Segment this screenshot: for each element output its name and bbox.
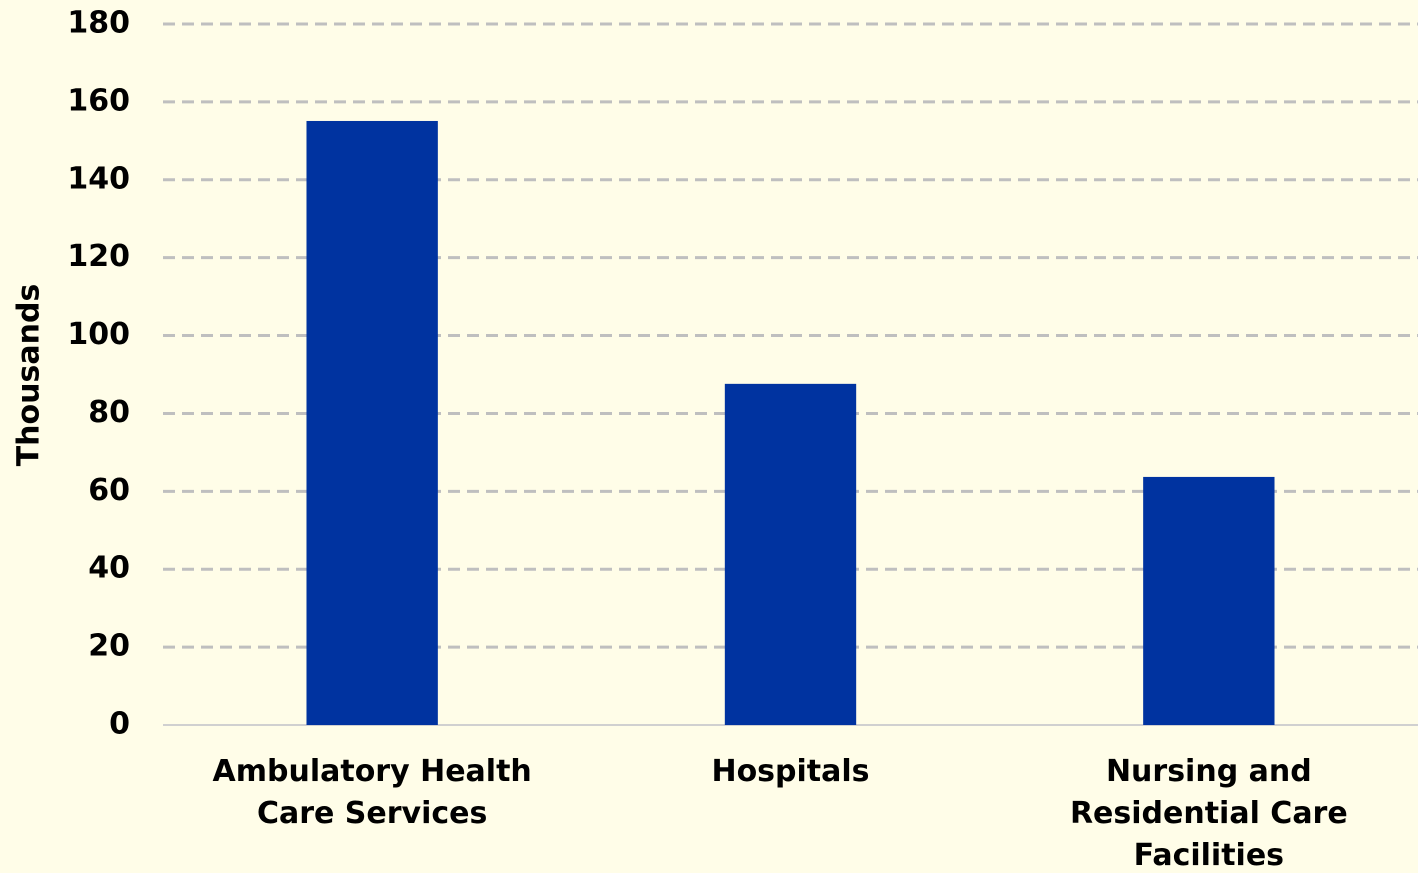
y-tick-label: 180 — [67, 6, 130, 41]
y-tick-label: 100 — [67, 317, 130, 352]
y-tick-label: 120 — [67, 239, 130, 274]
y-tick-label: 20 — [88, 629, 130, 664]
y-tick-label: 40 — [88, 551, 130, 586]
y-tick-label: 80 — [88, 395, 130, 430]
y-tick-label: 140 — [67, 161, 130, 196]
bar — [724, 383, 857, 725]
y-axis-label: Thousands — [12, 284, 47, 467]
bar — [306, 120, 438, 725]
x-tick-label: Ambulatory Health Care Services — [212, 754, 532, 831]
x-tick-label: Nursing and Residential Care Facilities — [1069, 754, 1348, 873]
y-tick-label: 0 — [109, 707, 130, 742]
y-tick-label: 160 — [67, 83, 130, 118]
bar — [1143, 476, 1275, 725]
y-tick-label: 60 — [88, 473, 130, 508]
x-tick-label: Hospitals — [711, 754, 870, 789]
